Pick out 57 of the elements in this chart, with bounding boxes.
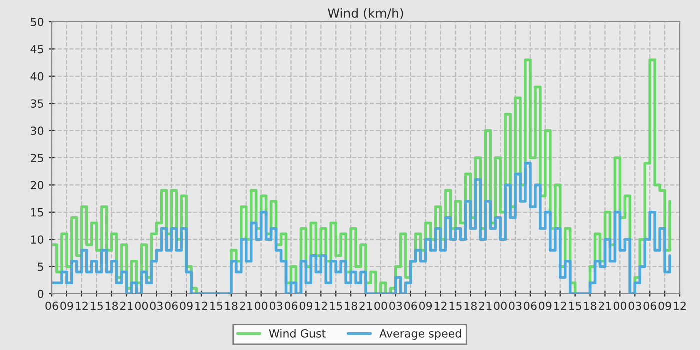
- x-tick-label: 06: [524, 302, 537, 310]
- y-tick-label: 5: [38, 262, 44, 272]
- x-tick-label: 06: [284, 302, 298, 310]
- y-tick-label: 40: [30, 72, 44, 81]
- x-tick-label: 21: [240, 302, 252, 310]
- x-tick-label: 03: [628, 302, 642, 310]
- x-tick-label: 21: [479, 302, 492, 310]
- x-tick-label: 12: [315, 302, 328, 310]
- legend-label: Average speed: [380, 329, 462, 340]
- x-tick-label: 18: [584, 302, 597, 310]
- x-tick-label: 03: [150, 302, 163, 310]
- x-tick-label: 00: [254, 302, 268, 310]
- x-tick-label: 15: [450, 302, 462, 310]
- x-tick-label: 00: [494, 302, 507, 310]
- x-tick-label: 15: [569, 302, 582, 310]
- x-tick-label: 15: [91, 302, 103, 310]
- x-tick-label: 06: [404, 302, 418, 310]
- x-tick-label: 00: [135, 302, 148, 310]
- x-tick-label: 06: [644, 302, 656, 310]
- x-tick-label: 15: [210, 302, 223, 310]
- x-tick-label: 21: [598, 302, 612, 310]
- x-tick-label: 03: [270, 302, 282, 310]
- x-tick-label: 09: [60, 302, 74, 310]
- x-tick-label: 18: [345, 302, 358, 310]
- x-tick-label: 12: [674, 302, 686, 310]
- y-tick-label: 45: [30, 45, 44, 54]
- x-tick-label: 12: [196, 302, 208, 310]
- x-tick-label: 12: [76, 302, 88, 310]
- y-tick-label: 25: [31, 154, 44, 162]
- x-tick-label: 18: [464, 302, 477, 310]
- x-tick-label: 09: [539, 302, 552, 310]
- legend-label: Wind Gust: [269, 329, 326, 338]
- x-tick-label: 18: [226, 302, 238, 310]
- x-tick-label: 06: [46, 302, 58, 310]
- x-tick-label: 09: [180, 302, 193, 310]
- x-tick-label: 09: [300, 302, 312, 310]
- x-tick-label: 12: [434, 302, 447, 310]
- x-tick-label: 06: [165, 302, 178, 310]
- x-tick-label: 18: [106, 302, 118, 310]
- y-tick-label: 20: [31, 181, 44, 190]
- x-tick-label: 00: [374, 302, 388, 310]
- y-tick-label: 10: [31, 236, 44, 244]
- x-tick-label: 09: [419, 302, 432, 310]
- x-tick-label: 12: [554, 302, 566, 310]
- x-tick-label: 03: [390, 302, 402, 310]
- x-tick-label: 00: [614, 302, 627, 310]
- y-tick-label: 15: [31, 208, 44, 217]
- y-tick-label: 35: [31, 100, 44, 108]
- y-tick-label: 30: [31, 126, 44, 136]
- x-tick-label: 21: [360, 302, 372, 310]
- x-tick-label: 03: [509, 302, 522, 310]
- y-tick-label: 50: [31, 18, 44, 26]
- x-tick-label: 21: [120, 302, 133, 310]
- x-tick-label: 09: [658, 302, 672, 310]
- x-tick-label: 15: [330, 302, 342, 310]
- y-tick-label: 0: [38, 290, 44, 298]
- chart-title: Wind (km/h): [328, 8, 404, 20]
